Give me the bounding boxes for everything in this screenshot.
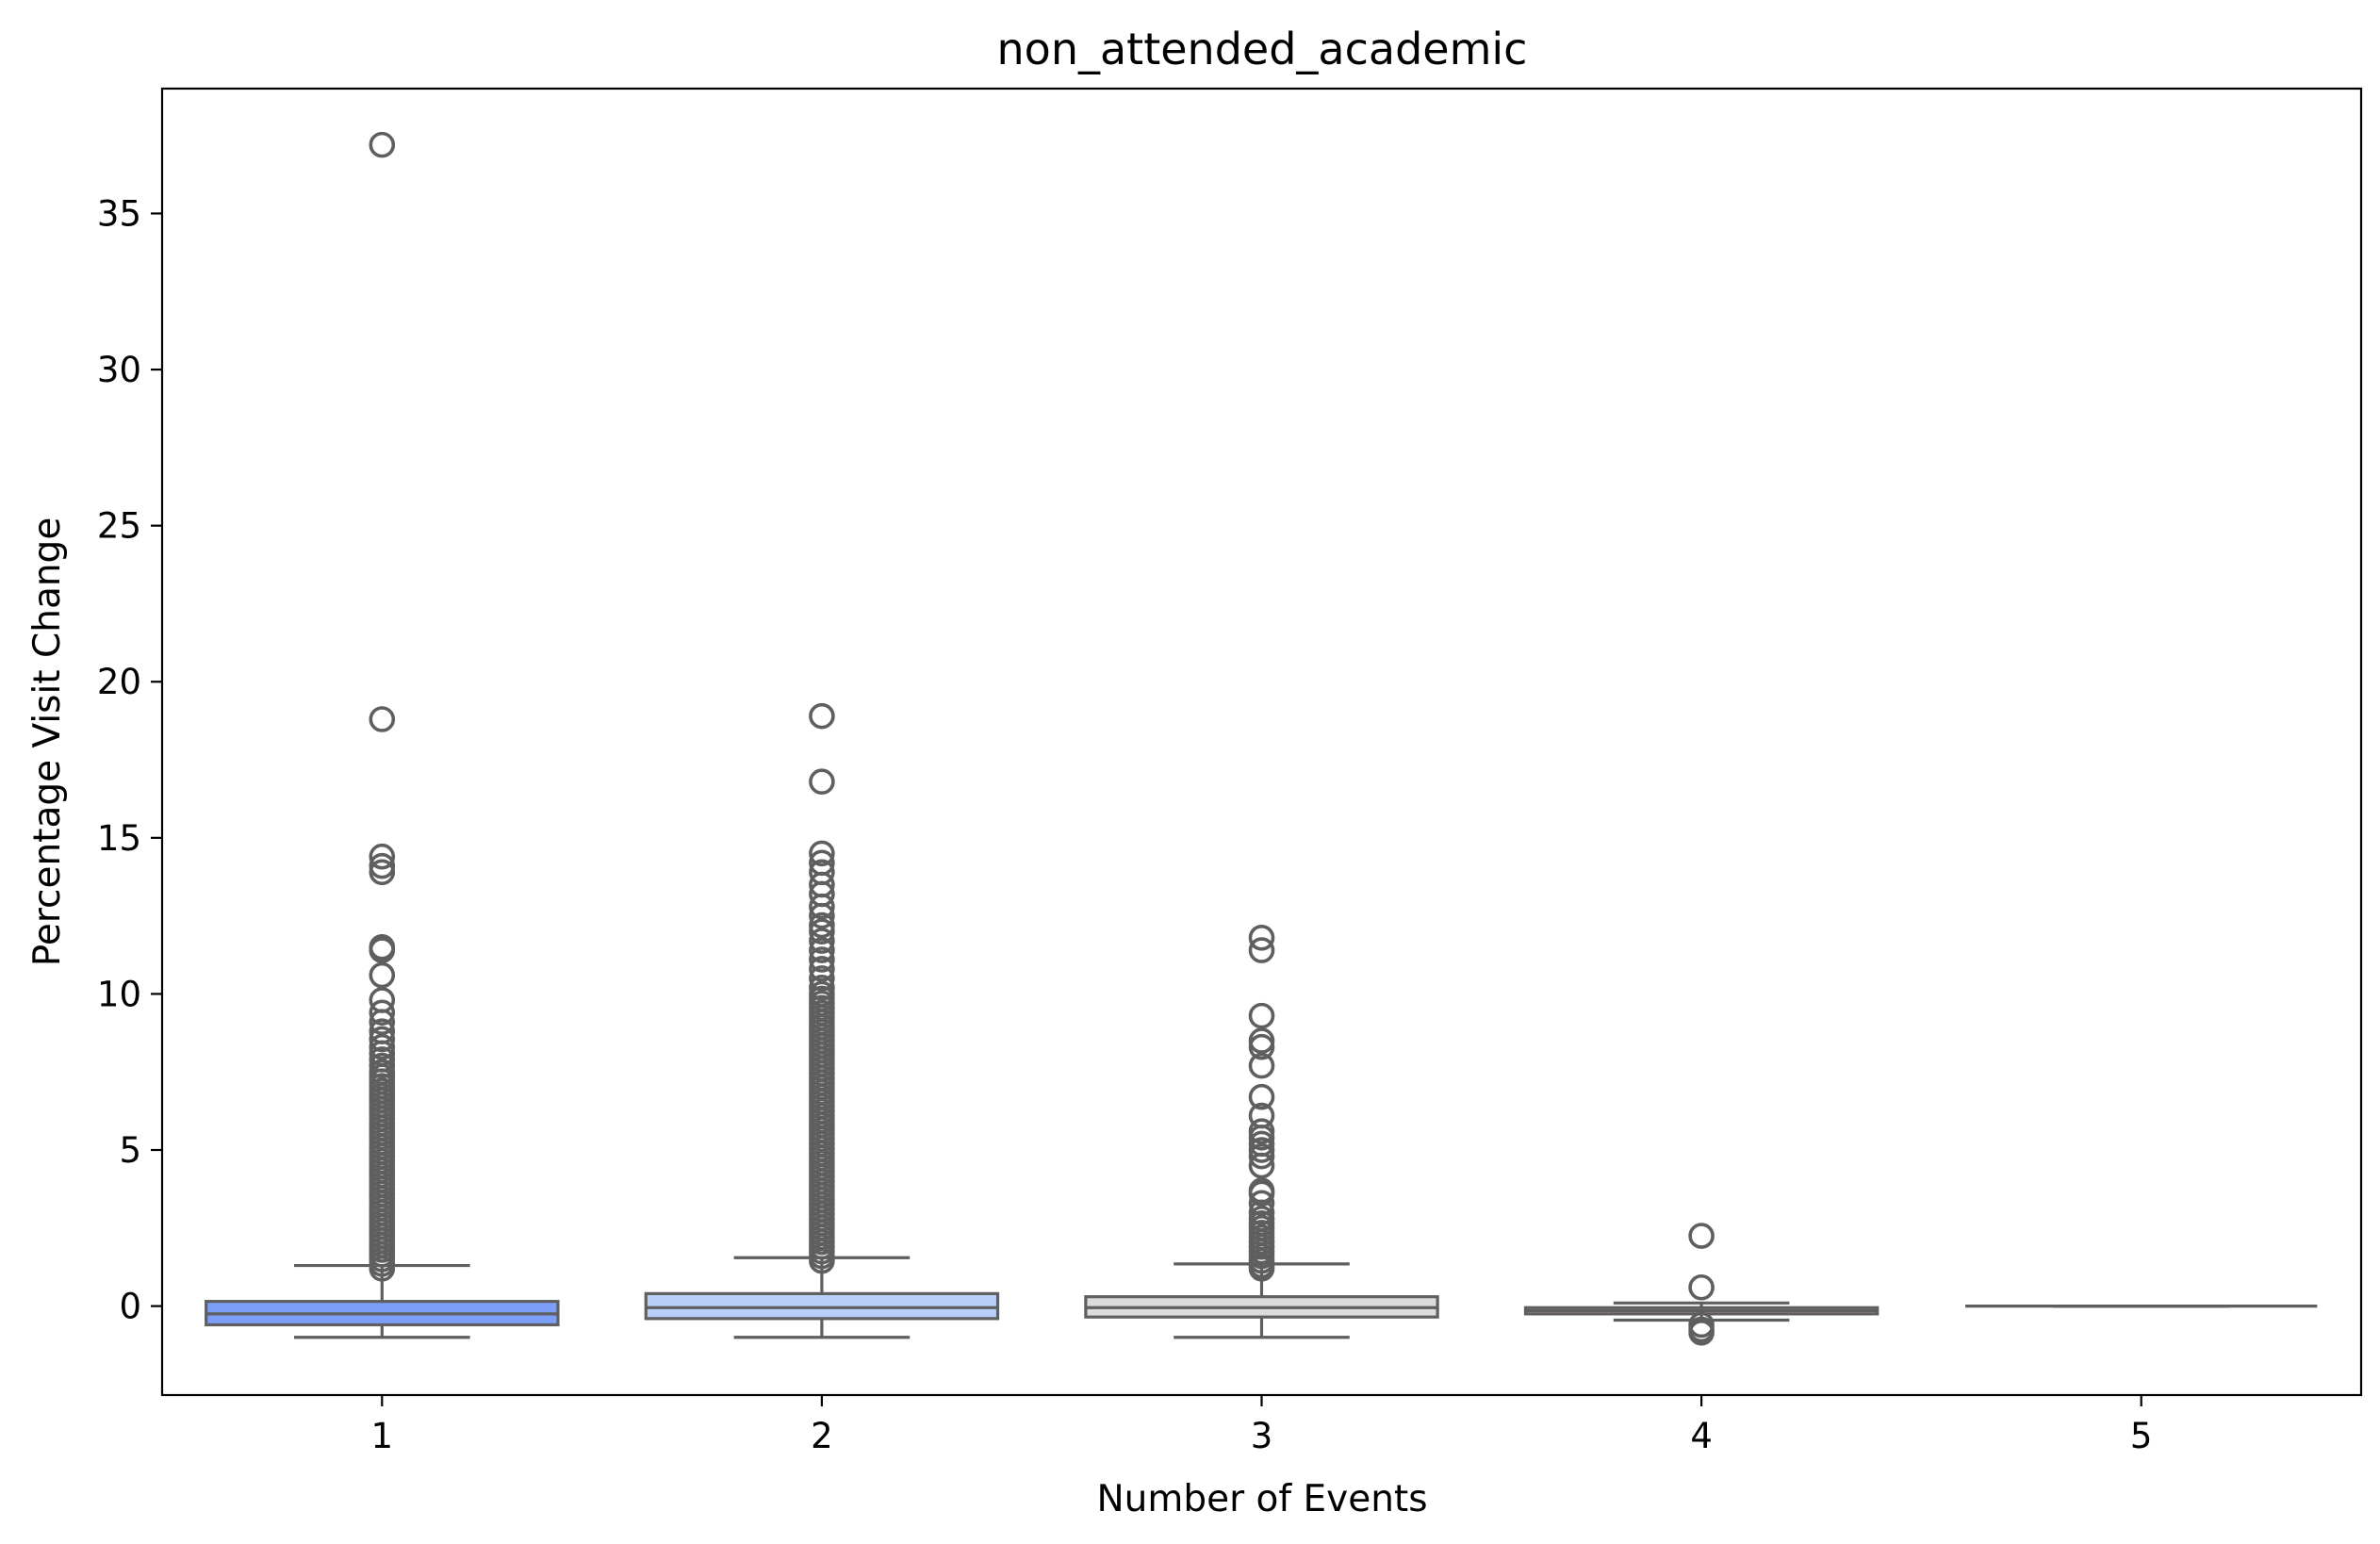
y-tick-label: 10 [97, 974, 141, 1014]
box-group-1 [205, 131, 560, 1339]
x-tick-label: 4 [1690, 1416, 1713, 1456]
y-tick-label: 30 [97, 350, 141, 390]
outlier-point [1248, 1118, 1275, 1144]
x-tick-label: 5 [2130, 1416, 2153, 1456]
y-tick-label: 25 [97, 506, 141, 547]
plot-frame [160, 87, 2363, 1397]
outlier-point [1688, 1273, 1715, 1301]
plot-boxes [205, 131, 2318, 1346]
outlier-point [1248, 1052, 1275, 1079]
outlier-point [1248, 1177, 1275, 1204]
outlier-point [1248, 925, 1275, 951]
x-axis-label: Number of Events [1096, 1478, 1427, 1520]
y-tick-label: 0 [119, 1287, 141, 1327]
y-axis: 0 5 10 15 20 25 30 35 [97, 193, 162, 1327]
outlier-point [369, 706, 396, 732]
outlier-point [809, 849, 835, 877]
outlier-point [809, 956, 835, 982]
outlier-point [809, 975, 835, 1001]
outlier-point [369, 987, 396, 1013]
outlier-point [809, 702, 835, 730]
x-tick-label: 2 [811, 1416, 833, 1456]
x-tick-label: 1 [371, 1416, 394, 1456]
outlier-point [809, 965, 835, 992]
x-tick-label: 3 [1251, 1416, 1273, 1456]
outlier-point [809, 859, 835, 886]
iqr-box [644, 1291, 1000, 1321]
outlier-point [1688, 1223, 1715, 1249]
y-tick-label: 35 [97, 193, 141, 234]
outlier-point [369, 843, 396, 870]
outlier-point [809, 768, 835, 796]
box-group-3 [1084, 925, 1439, 1339]
outlier-point [369, 961, 396, 989]
outlier-point [809, 937, 835, 963]
y-axis-label: Percentage Visit Change [26, 517, 69, 967]
outlier-point [1688, 1311, 1715, 1339]
outlier-point [369, 1033, 396, 1060]
outlier-point [809, 946, 835, 973]
box-group-2 [644, 702, 1000, 1339]
outlier-point [1248, 1002, 1275, 1029]
outlier-point [369, 852, 396, 879]
chart-title: non_attended_academic [997, 24, 1528, 74]
outlier-point [1248, 1190, 1275, 1217]
outlier-point [369, 131, 396, 158]
outlier-point [1248, 937, 1275, 963]
outlier-point [1248, 1102, 1275, 1129]
outlier-point [369, 1018, 396, 1044]
outlier-point [809, 928, 835, 954]
x-axis: 1 2 3 4 5 [371, 1395, 2153, 1456]
outlier-point [369, 999, 396, 1027]
y-tick-label: 15 [97, 818, 141, 859]
y-tick-label: 5 [119, 1130, 141, 1171]
outlier-point [1248, 1027, 1275, 1054]
outlier-point [809, 840, 835, 867]
outlier-point [809, 912, 835, 939]
outlier-point [369, 933, 396, 961]
box-group-4 [1523, 1223, 1879, 1346]
y-tick-label: 20 [97, 662, 141, 702]
outlier-point [369, 1026, 396, 1053]
outlier-point [1248, 1083, 1275, 1110]
